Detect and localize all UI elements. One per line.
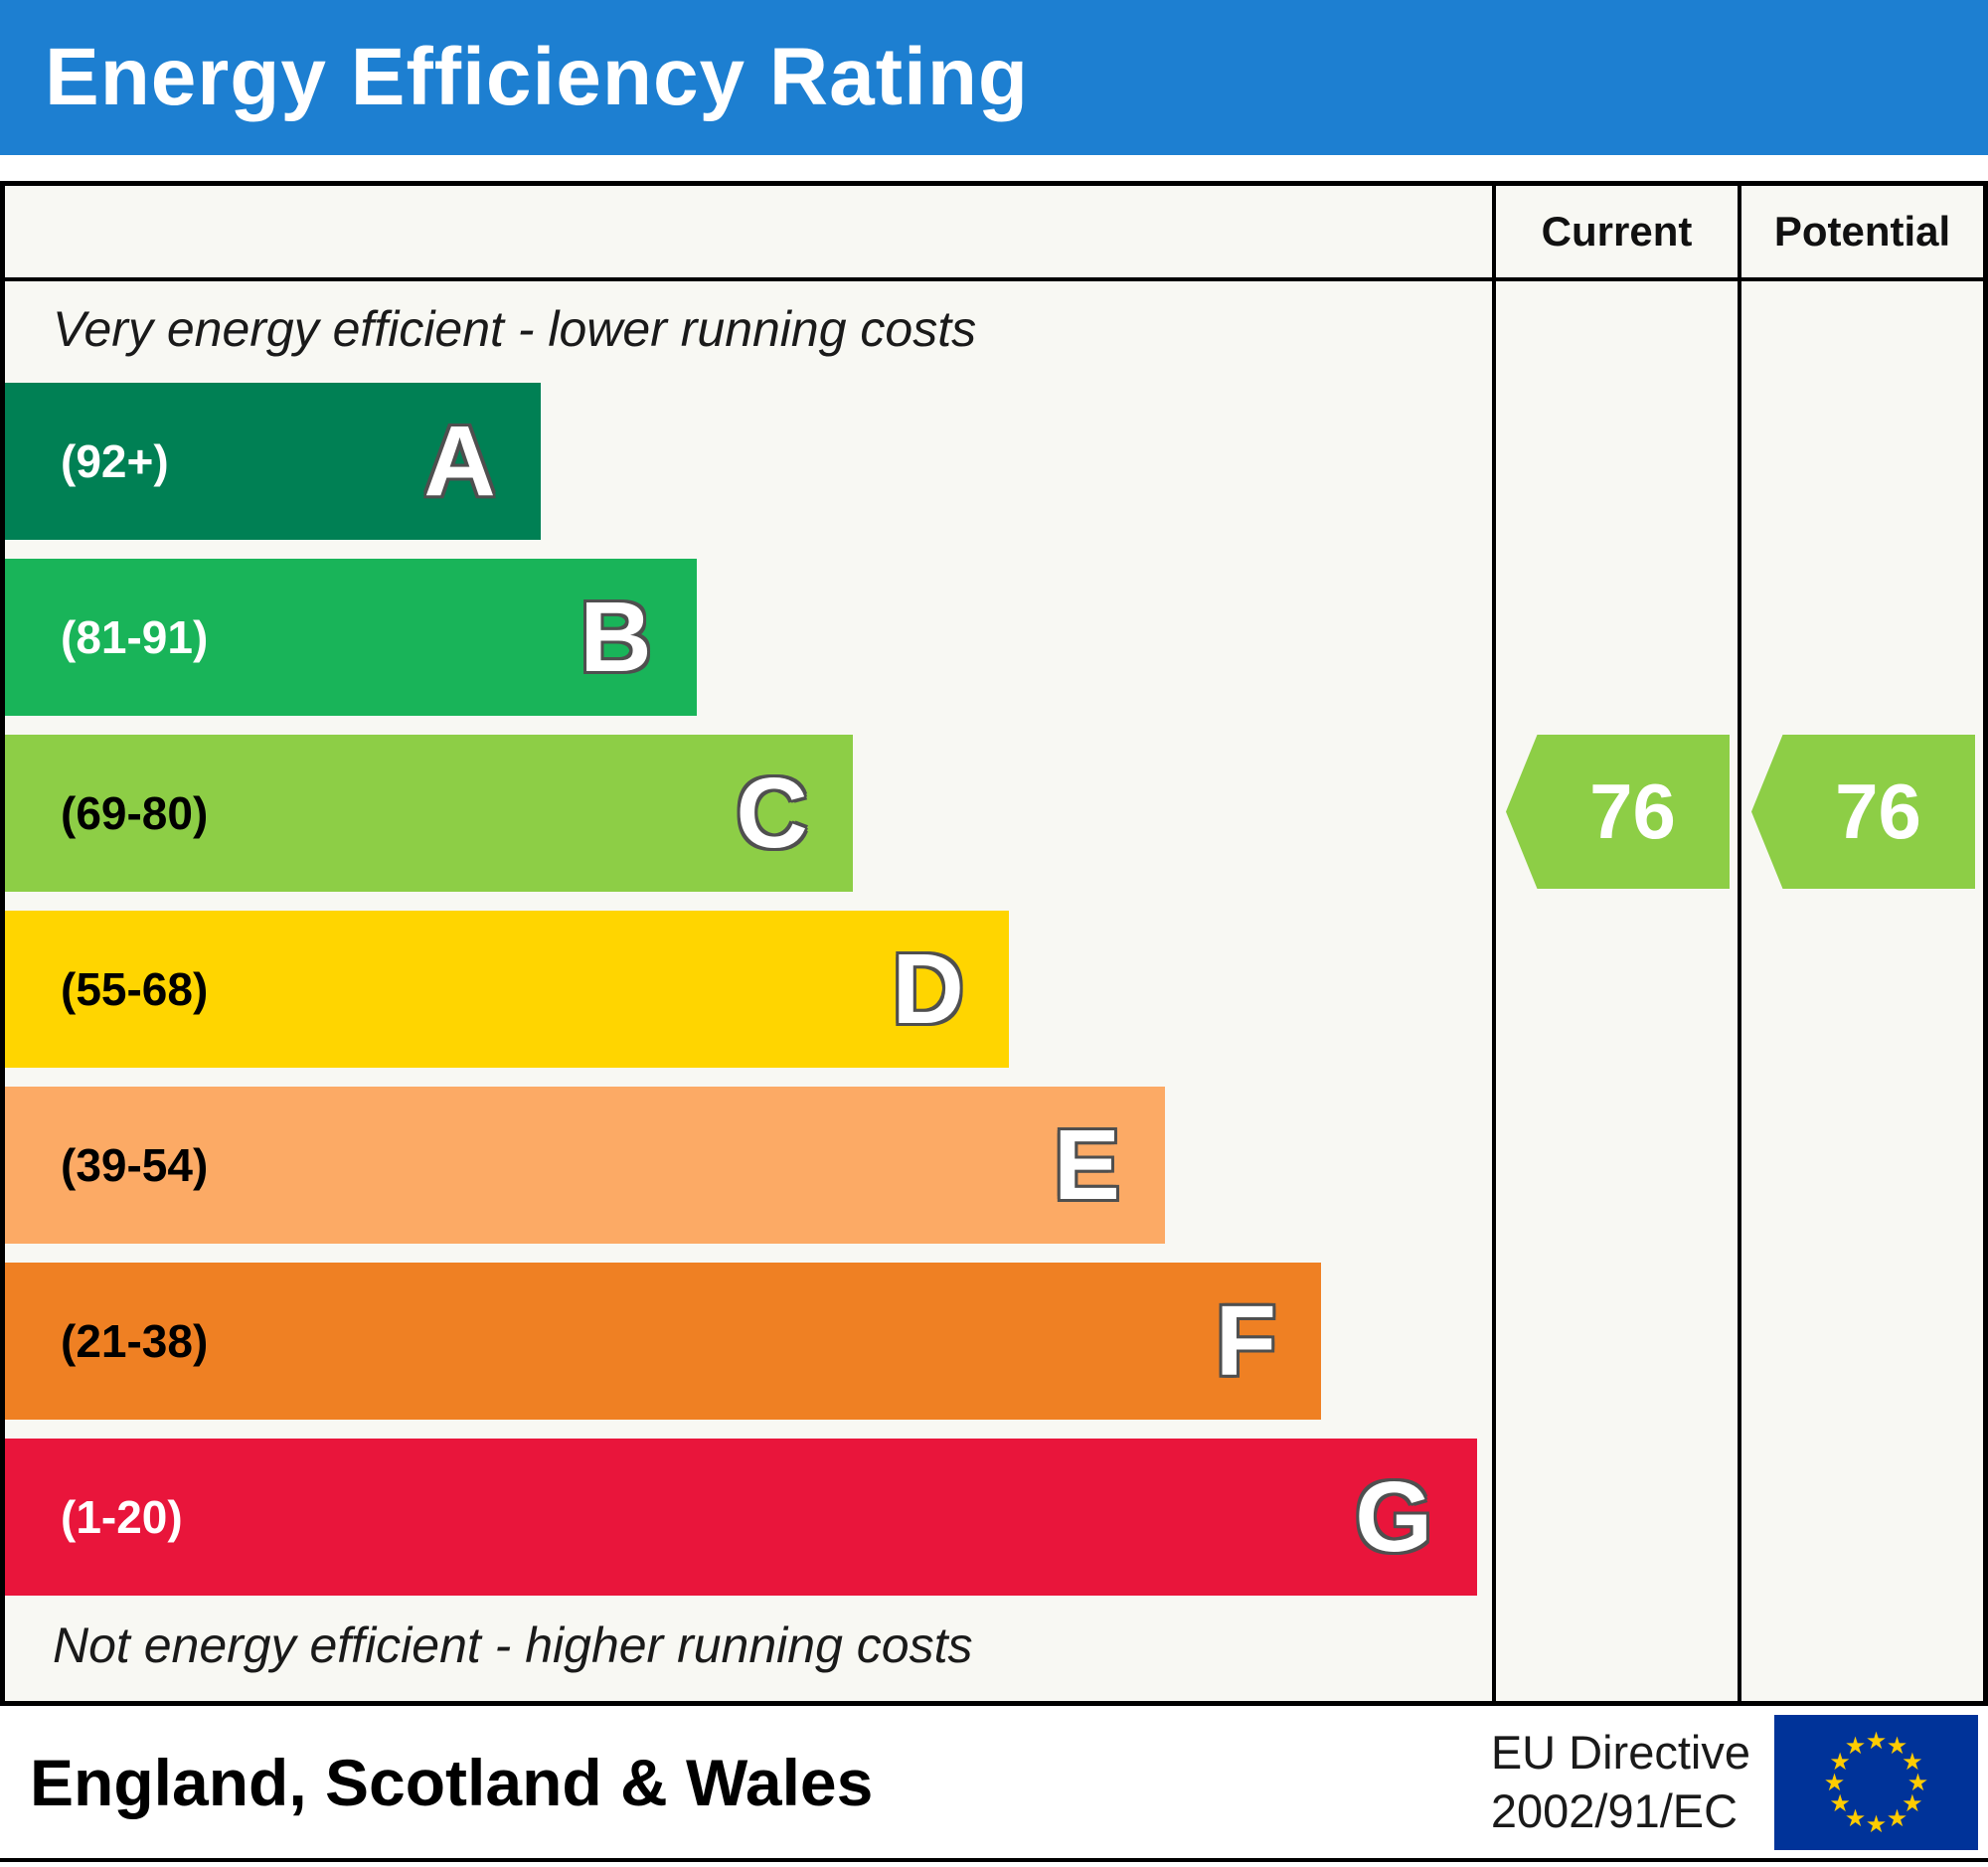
region-label: England, Scotland & Wales (30, 1745, 874, 1819)
potential-column-header: Potential (1738, 186, 1983, 281)
band-f-range-label: (21-38) (61, 1314, 209, 1367)
band-g-letter: G (1355, 1460, 1433, 1573)
current-rating-value: 76 (1589, 767, 1676, 855)
band-d-range-label: (55-68) (61, 962, 209, 1015)
band-e-letter: E (1054, 1108, 1120, 1221)
band-b-letter: B (580, 581, 652, 693)
band-row-b: (81-91) B (5, 558, 1492, 716)
current-column-header: Current (1492, 186, 1738, 281)
header-spacer-cell (5, 186, 1492, 281)
band-b-range-label: (81-91) (61, 610, 209, 663)
band-g-range-label: (1-20) (61, 1490, 183, 1543)
band-a-letter: A (423, 405, 496, 517)
band-row-d: (55-68) D (5, 910, 1492, 1068)
band-c-letter: C (736, 757, 808, 869)
band-row-c: (69-80) C (5, 734, 1492, 892)
band-f-bar: (21-38) F (5, 1262, 1321, 1420)
bottom-note: Not energy efficient - higher running co… (53, 1616, 973, 1673)
eu-directive-label: EU Directive 2002/91/EC (1491, 1724, 1750, 1841)
eu-directive-line1: EU Directive (1490, 1725, 1750, 1779)
band-c-bar: (69-80) C (5, 734, 853, 892)
top-note: Very energy efficient - lower running co… (53, 301, 977, 357)
band-d-bar: (55-68) D (5, 910, 1009, 1068)
band-e-bar: (39-54) E (5, 1086, 1165, 1244)
band-b-bar: (81-91) B (5, 558, 697, 716)
band-row-a: (92+) A (5, 382, 1492, 540)
band-a-bar: (92+) A (5, 382, 541, 540)
band-f-letter: F (1215, 1284, 1276, 1397)
band-c-range-label: (69-80) (61, 786, 209, 839)
current-rating-badge: 76 (1506, 735, 1730, 889)
current-rating-column: 76 (1492, 281, 1738, 1701)
eu-flag-icon: ★ ★ ★ ★ ★ ★ ★ ★ ★ ★ ★ ★ (1774, 1714, 1978, 1850)
chart-footer: England, Scotland & Wales EU Directive 2… (0, 1706, 1988, 1862)
chart-header-banner: Energy Efficiency Rating (0, 0, 1988, 155)
band-row-f: (21-38) F (5, 1262, 1492, 1420)
energy-rating-chart: Current Potential Very energy efficient … (0, 181, 1988, 1706)
band-row-g: (1-20) G (5, 1438, 1492, 1596)
page-title: Energy Efficiency Rating (45, 32, 1030, 122)
band-g-bar: (1-20) G (5, 1438, 1478, 1596)
band-d-letter: D (892, 933, 964, 1045)
band-row-e: (39-54) E (5, 1086, 1492, 1244)
band-e-range-label: (39-54) (61, 1138, 209, 1191)
band-a-range-label: (92+) (61, 434, 169, 487)
eu-directive-line2: 2002/91/EC (1490, 1783, 1739, 1837)
potential-rating-value: 76 (1835, 767, 1921, 855)
potential-rating-badge: 76 (1751, 735, 1975, 889)
potential-rating-column: 76 (1738, 281, 1983, 1701)
bands-area: Very energy efficient - lower running co… (5, 281, 1492, 1701)
